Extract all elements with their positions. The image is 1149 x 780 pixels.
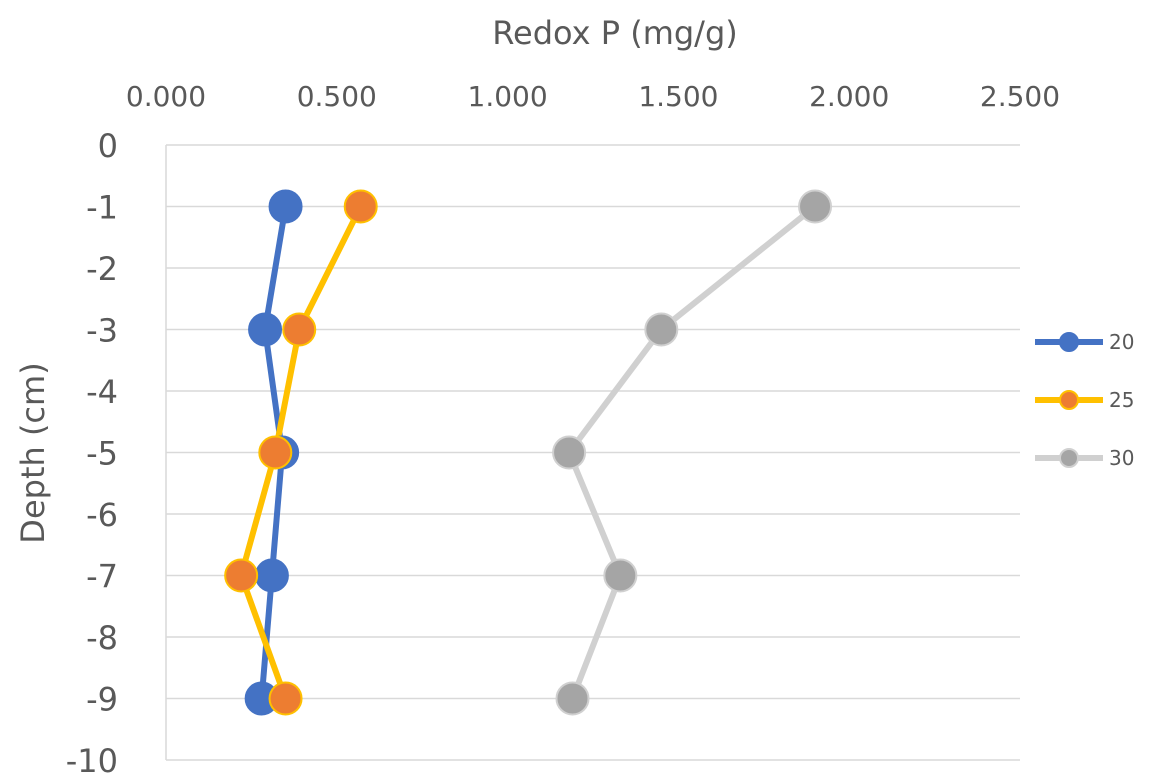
data-point-25 (224, 558, 259, 593)
legend-item-20: 20 (1035, 330, 1134, 354)
legend-label: 20 (1109, 330, 1134, 354)
x-axis-title: Redox P (mg/g) (492, 14, 738, 52)
legend-item-30: 30 (1035, 446, 1134, 470)
y-tick-label: -3 (86, 312, 118, 350)
data-point-25 (282, 312, 317, 347)
legend-label: 30 (1109, 446, 1134, 470)
legend-marker (1059, 448, 1079, 468)
data-point-30 (603, 558, 638, 593)
x-axis-ticks: 0.000 0.500 1.000 1.500 2.000 2.500 (126, 80, 1060, 113)
x-tick-label: 0.500 (297, 80, 377, 113)
y-tick-label: -2 (86, 250, 118, 288)
data-point-25 (343, 189, 378, 224)
x-tick-label: 1.000 (468, 80, 548, 113)
data-point-30 (798, 189, 833, 224)
y-tick-label: -4 (86, 373, 118, 411)
y-tick-label: -5 (86, 435, 118, 473)
data-point-30 (555, 681, 590, 716)
legend-marker (1059, 390, 1079, 410)
y-tick-label: -1 (86, 189, 118, 227)
x-tick-label: 2.500 (980, 80, 1060, 113)
data-point-20 (254, 558, 289, 593)
data-point-25 (258, 435, 293, 470)
x-tick-label: 1.500 (638, 80, 718, 113)
y-tick-label: 0 (98, 127, 118, 165)
gridlines (166, 144, 1020, 761)
data-point-25 (268, 681, 303, 716)
data-point-20 (248, 312, 283, 347)
y-tick-label: -8 (86, 619, 118, 657)
legend: 20 25 30 (1035, 330, 1134, 470)
y-axis-ticks: 0 -1 -2 -3 -4 -5 -6 -7 -8 -9 -10 (66, 127, 118, 780)
y-tick-label: -9 (86, 681, 118, 719)
y-axis-title: Depth (cm) (14, 362, 52, 543)
legend-marker (1059, 332, 1079, 352)
series-points (224, 189, 833, 716)
legend-item-25: 25 (1035, 388, 1134, 412)
y-tick-label: -6 (86, 496, 118, 534)
y-tick-label: -10 (66, 742, 118, 780)
data-point-20 (268, 189, 303, 224)
data-point-30 (552, 435, 587, 470)
y-tick-label: -7 (86, 558, 118, 596)
legend-label: 25 (1109, 388, 1134, 412)
x-tick-label: 2.000 (809, 80, 889, 113)
x-tick-label: 0.000 (126, 80, 206, 113)
data-point-30 (644, 312, 679, 347)
